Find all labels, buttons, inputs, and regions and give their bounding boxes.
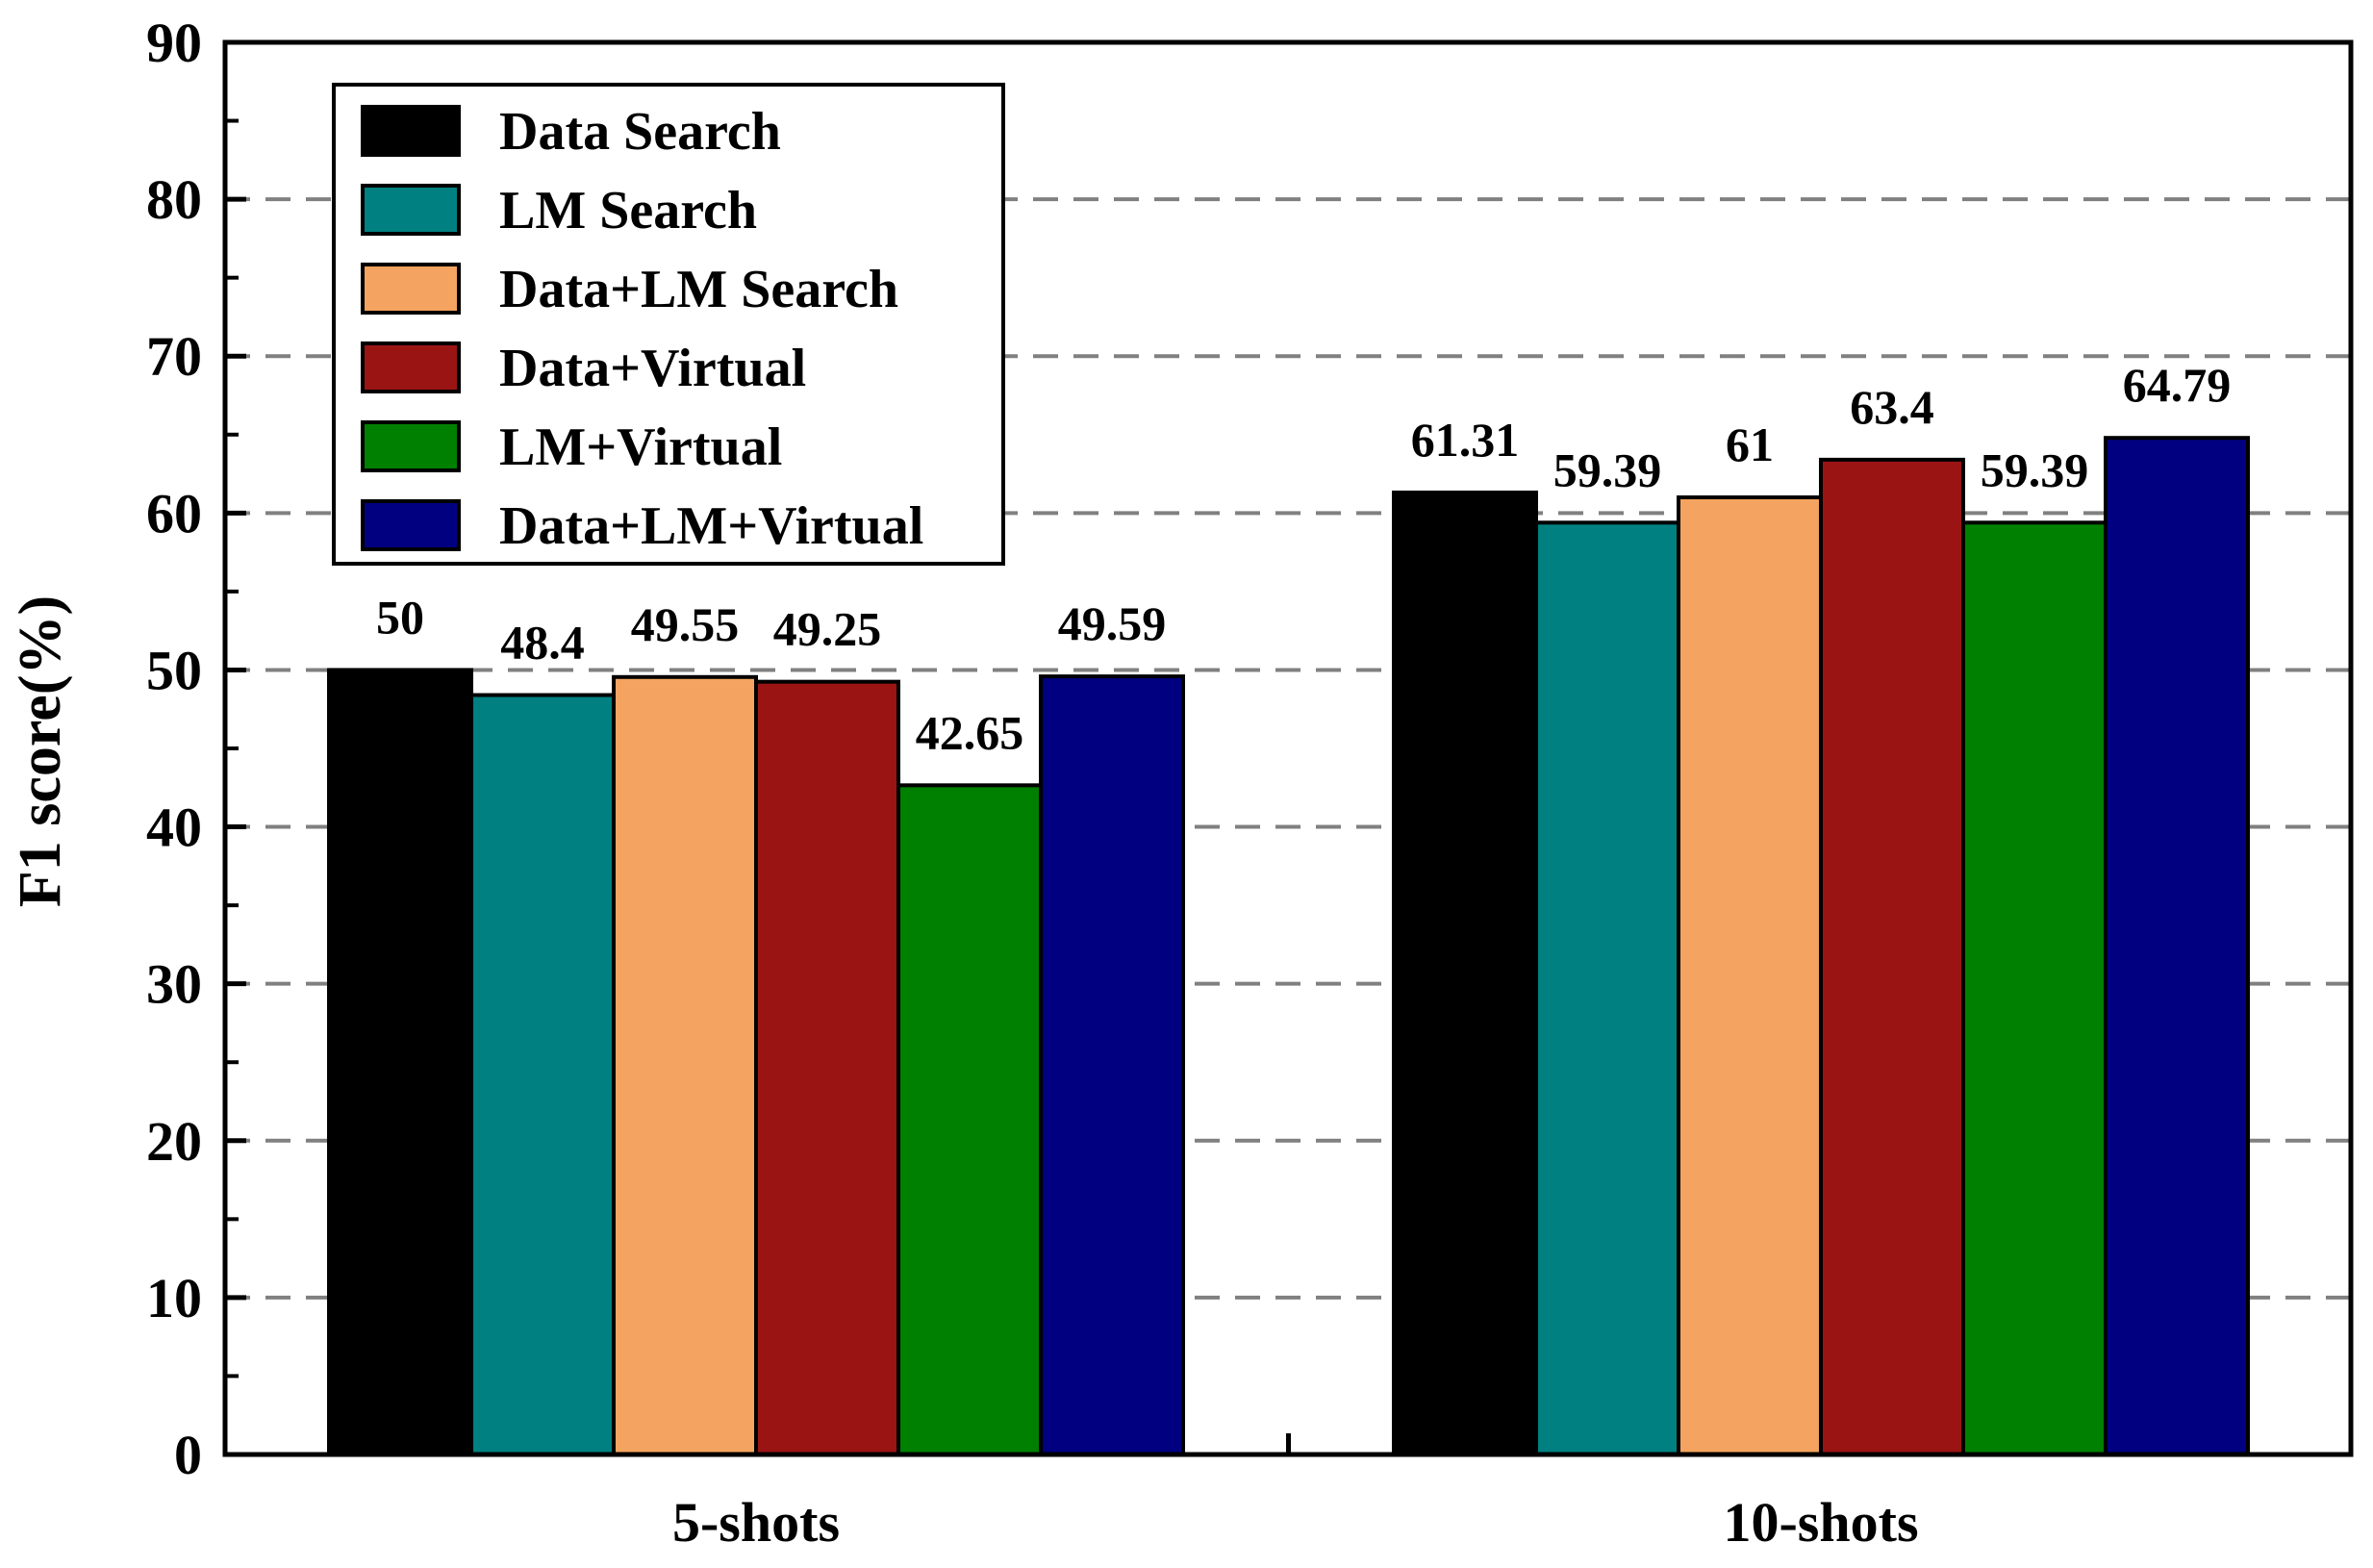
legend-swatch	[361, 499, 461, 551]
legend-box	[332, 83, 1005, 566]
data-label: 50	[376, 590, 424, 644]
x-tick-label: 10-shots	[1723, 1491, 1918, 1554]
bar-5-shots-1	[469, 693, 616, 1456]
data-label: 59.39	[1553, 443, 1662, 496]
y-tick-label: 10	[146, 1267, 202, 1329]
bar-10-shots-4	[1961, 520, 2108, 1456]
legend-swatch	[361, 263, 461, 315]
data-label: 49.59	[1058, 596, 1167, 650]
data-label: 59.39	[1981, 443, 2089, 496]
data-label: 61	[1726, 417, 1774, 471]
y-tick-label: 90	[146, 12, 202, 74]
legend-swatch	[361, 420, 461, 472]
bars	[327, 436, 2250, 1457]
data-label: 49.55	[631, 597, 740, 651]
y-axis-title: F1 score(%)	[8, 595, 73, 907]
data-label: 64.79	[2123, 358, 2232, 412]
bar-10-shots-3	[1819, 457, 1965, 1456]
bar-10-shots-0	[1392, 490, 1538, 1457]
y-tick-label: 50	[146, 639, 202, 701]
legend-entry-label: Data Search	[499, 102, 781, 162]
bar-5-shots-0	[327, 668, 473, 1456]
data-label: 49.25	[773, 602, 882, 656]
data-label: 61.31	[1411, 413, 1520, 467]
legend-entry-label: Data+LM+Virtual	[499, 496, 923, 556]
data-label: 63.4	[1850, 380, 1934, 434]
x-tick-label: 5-shots	[672, 1491, 840, 1554]
y-tick-label: 40	[146, 797, 202, 859]
grid-lines	[225, 197, 2351, 1300]
bar-10-shots-1	[1534, 520, 1680, 1456]
legend-entry-label: Data+LM Search	[499, 260, 898, 319]
y-tick-label: 80	[146, 168, 202, 231]
bar-5-shots-2	[612, 674, 758, 1456]
legend-swatch	[361, 341, 461, 393]
legend: Data Search LM Search Data+LM Search Data+V…	[332, 83, 1005, 566]
y-tick-label: 70	[146, 325, 202, 388]
bar-5-shots-3	[754, 679, 900, 1456]
legend-swatch	[361, 105, 461, 157]
bar-5-shots-5	[1039, 674, 1185, 1456]
legend-entry-label: LM+Virtual	[499, 417, 782, 477]
axis-ticks: 0 10 20 30 40 50 60 70 80 90 5-shots 10-shots	[146, 12, 1919, 1554]
y-tick-label: 0	[174, 1424, 202, 1486]
y-tick-label: 20	[146, 1110, 202, 1173]
bar-10-shots-5	[2104, 436, 2250, 1456]
data-label: 48.4	[500, 616, 585, 670]
data-labels: 50 61.31 48.4 59.39 49.55 61 49.25 63.4 42.65 59.…	[376, 358, 2231, 759]
legend-entry-label: LM Search	[499, 181, 757, 240]
bar-10-shots-2	[1677, 495, 1823, 1456]
y-tick-label: 30	[146, 953, 202, 1016]
legend-swatch	[361, 184, 461, 236]
legend-entry-label: Data+Virtual	[499, 339, 806, 398]
y-tick-label: 60	[146, 482, 202, 544]
bar-5-shots-4	[896, 783, 1043, 1456]
data-label: 42.65	[916, 705, 1024, 759]
